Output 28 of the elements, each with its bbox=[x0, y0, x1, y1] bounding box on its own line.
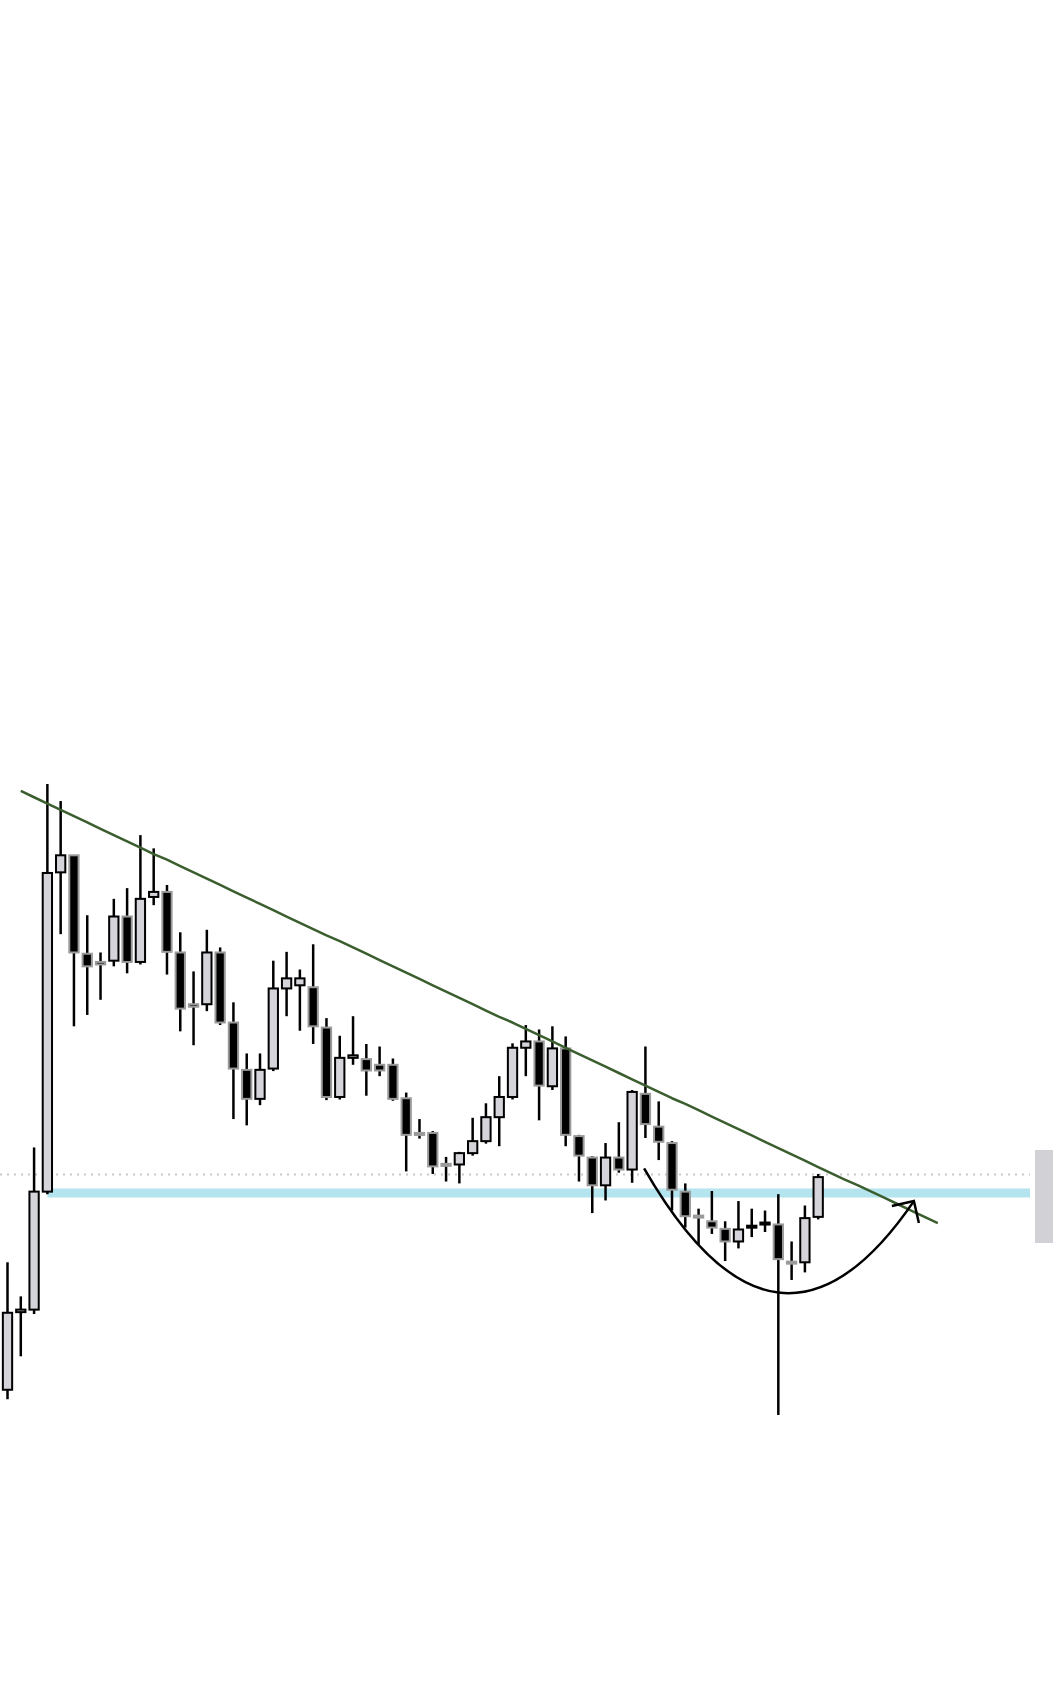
candlestick bbox=[81, 914, 93, 1017]
candlestick bbox=[732, 1199, 745, 1250]
candlestick bbox=[759, 1209, 771, 1234]
candlestick bbox=[280, 950, 293, 1018]
candlestick bbox=[493, 1074, 505, 1148]
candlestick bbox=[55, 799, 67, 936]
candlestick bbox=[440, 1155, 452, 1183]
candlestick bbox=[613, 1120, 625, 1174]
candlestick bbox=[187, 970, 200, 1047]
candlestick bbox=[746, 1207, 758, 1239]
candlestick bbox=[719, 1220, 731, 1263]
candlestick bbox=[692, 1207, 705, 1246]
candlestick bbox=[94, 951, 107, 1002]
candlestick bbox=[480, 1102, 492, 1145]
candlestick bbox=[453, 1150, 466, 1185]
candlestick bbox=[360, 1042, 372, 1097]
candlestick bbox=[294, 968, 306, 1032]
candlestick bbox=[520, 1023, 532, 1078]
candlestick bbox=[148, 847, 160, 907]
candlestick bbox=[413, 1117, 426, 1140]
candlestick bbox=[785, 1240, 798, 1282]
candlestick bbox=[653, 1100, 665, 1162]
candlestick bbox=[706, 1189, 718, 1236]
candlestick bbox=[373, 1045, 386, 1078]
candlestick bbox=[15, 1295, 27, 1358]
candlestick bbox=[573, 1133, 585, 1183]
candlestick bbox=[467, 1116, 479, 1157]
candlestick bbox=[347, 1014, 359, 1067]
